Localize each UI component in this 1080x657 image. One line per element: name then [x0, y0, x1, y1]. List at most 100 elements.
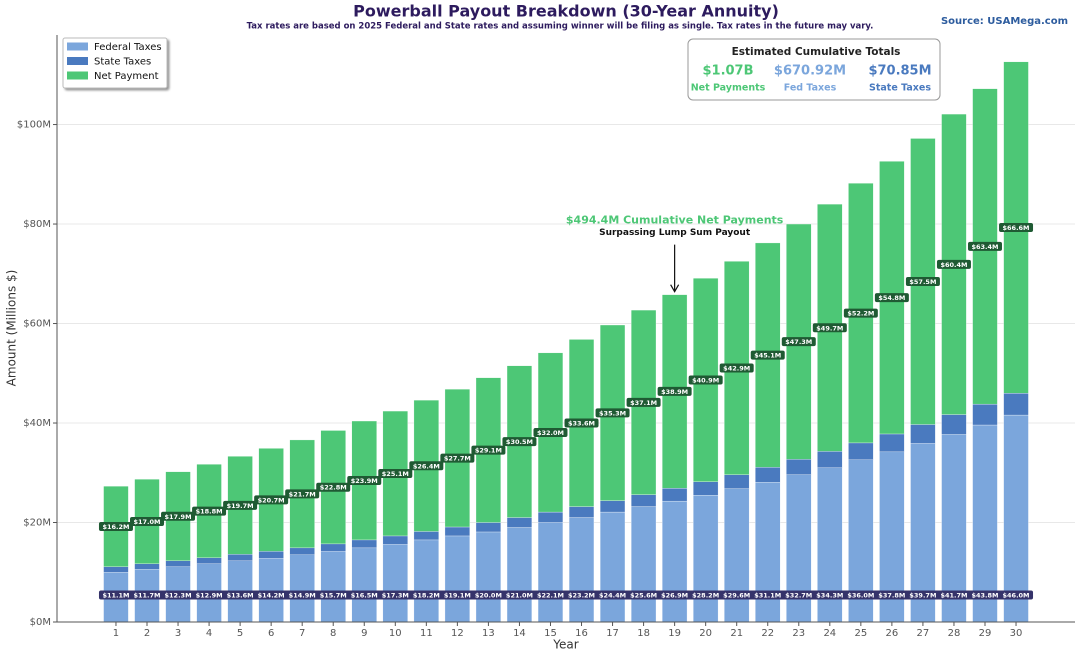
bar [972, 424, 998, 623]
tax-label: $34.3M [812, 590, 847, 600]
tax-label-box [874, 590, 909, 600]
net-label: $33.6M [564, 418, 599, 428]
net-label-text: $35.3M [599, 409, 626, 417]
bar [475, 531, 501, 623]
tax-label: $32.7M [781, 590, 816, 600]
net-label: $32.0M [533, 427, 568, 437]
tax-label-text: $12.3M [165, 592, 192, 600]
summary-value: $70.85M [868, 64, 931, 79]
y-tick-label: $100M [17, 120, 51, 131]
legend-swatch [67, 71, 88, 80]
bar [444, 526, 470, 537]
bar [227, 554, 253, 561]
x-tick-label: 23 [792, 628, 805, 639]
x-tick-label: 14 [513, 628, 526, 639]
legend-swatch [67, 57, 88, 65]
tax-label-box [316, 590, 351, 600]
tax-label-text: $23.2M [568, 592, 595, 600]
net-label-box [130, 517, 165, 527]
tax-label-box [471, 590, 506, 600]
tax-label-box [409, 590, 444, 600]
x-tick-label: 19 [668, 628, 681, 639]
bar [631, 494, 657, 507]
x-tick-label: 27 [917, 628, 930, 639]
bar [755, 482, 781, 623]
net-label: $54.8M [874, 293, 909, 303]
tax-label-text: $21.0M [506, 592, 533, 600]
x-tick-label: 17 [606, 628, 619, 639]
net-label-box [98, 521, 133, 531]
bar [537, 522, 564, 623]
net-label-box [905, 276, 940, 286]
x-tick-label: 12 [451, 628, 464, 639]
bar [258, 558, 284, 623]
bar [351, 547, 377, 623]
bar [351, 539, 377, 549]
tax-label: $26.9M [657, 590, 692, 600]
y-tick-label: $80M [23, 219, 51, 230]
net-label-box [750, 350, 785, 360]
bar [413, 539, 439, 623]
net-label-text: $22.8M [320, 484, 347, 492]
x-tick-label: 29 [979, 628, 992, 639]
y-tick-label: $20M [23, 518, 51, 529]
summary-title: Estimated Cumulative Totals [732, 46, 901, 58]
tax-label-text: $31.1M [754, 592, 781, 600]
tax-label-text: $18.2M [413, 592, 440, 600]
tax-label-box [130, 590, 165, 600]
tax-label-box [781, 590, 816, 600]
net-label-box [781, 337, 816, 347]
x-tick-label: 5 [237, 628, 243, 639]
y-axis-label: Amount (Millions $) [5, 270, 19, 387]
tax-label-text: $16.5M [351, 592, 378, 600]
net-label-box [316, 482, 351, 492]
net-label: $23.9M [347, 475, 382, 485]
summary-name: State Taxes [869, 83, 931, 94]
net-label: $20.7M [254, 495, 289, 505]
tax-label: $11.7M [130, 590, 165, 600]
annotation-arrow [670, 244, 680, 293]
tax-label-text: $14.9M [289, 592, 316, 600]
tax-label-text: $32.7M [785, 592, 812, 600]
tax-label: $31.1M [750, 590, 785, 600]
net-label: $49.7M [812, 323, 847, 333]
net-label-box [688, 375, 723, 385]
x-tick-label: 25 [854, 628, 867, 639]
bar [506, 517, 533, 528]
plot-area [57, 35, 1075, 622]
legend-label: Federal Taxes [94, 42, 162, 53]
bar [1003, 393, 1029, 416]
tax-label-text: $46.0M [1003, 592, 1030, 600]
tax-label-box [936, 590, 971, 600]
tax-label-text: $39.7M [909, 592, 936, 600]
chart-title: Powerball Payout Breakdown (30-Year Annu… [353, 2, 779, 21]
legend-swatch [67, 42, 88, 51]
x-tick-label: 10 [389, 628, 402, 639]
net-label: $17.9M [161, 511, 196, 521]
tax-label: $14.2M [254, 590, 289, 600]
tax-label: $25.6M [626, 590, 661, 600]
net-label-box [409, 461, 444, 471]
net-label-box [378, 469, 413, 479]
bar [475, 522, 501, 533]
legend-box [62, 37, 168, 89]
net-label-text: $33.6M [568, 420, 595, 428]
bar [941, 414, 967, 435]
tax-label-text: $36.0M [847, 592, 874, 600]
tax-label-box [905, 590, 940, 600]
tax-label: $37.8M [874, 590, 909, 600]
net-label-box [254, 495, 289, 505]
net-label-box [936, 259, 971, 269]
x-tick-label: 1 [113, 628, 119, 639]
net-label: $42.9M [719, 363, 754, 373]
bar [662, 488, 688, 502]
tax-label: $20.0M [471, 590, 506, 600]
net-label-box [812, 323, 847, 333]
x-tick-label: 15 [544, 628, 557, 639]
bar [289, 547, 315, 555]
tax-label: $16.5M [347, 590, 382, 600]
tax-label-text: $28.2M [692, 592, 719, 600]
x-tick-label: 3 [175, 628, 181, 639]
summary-name: Fed Taxes [784, 83, 837, 94]
